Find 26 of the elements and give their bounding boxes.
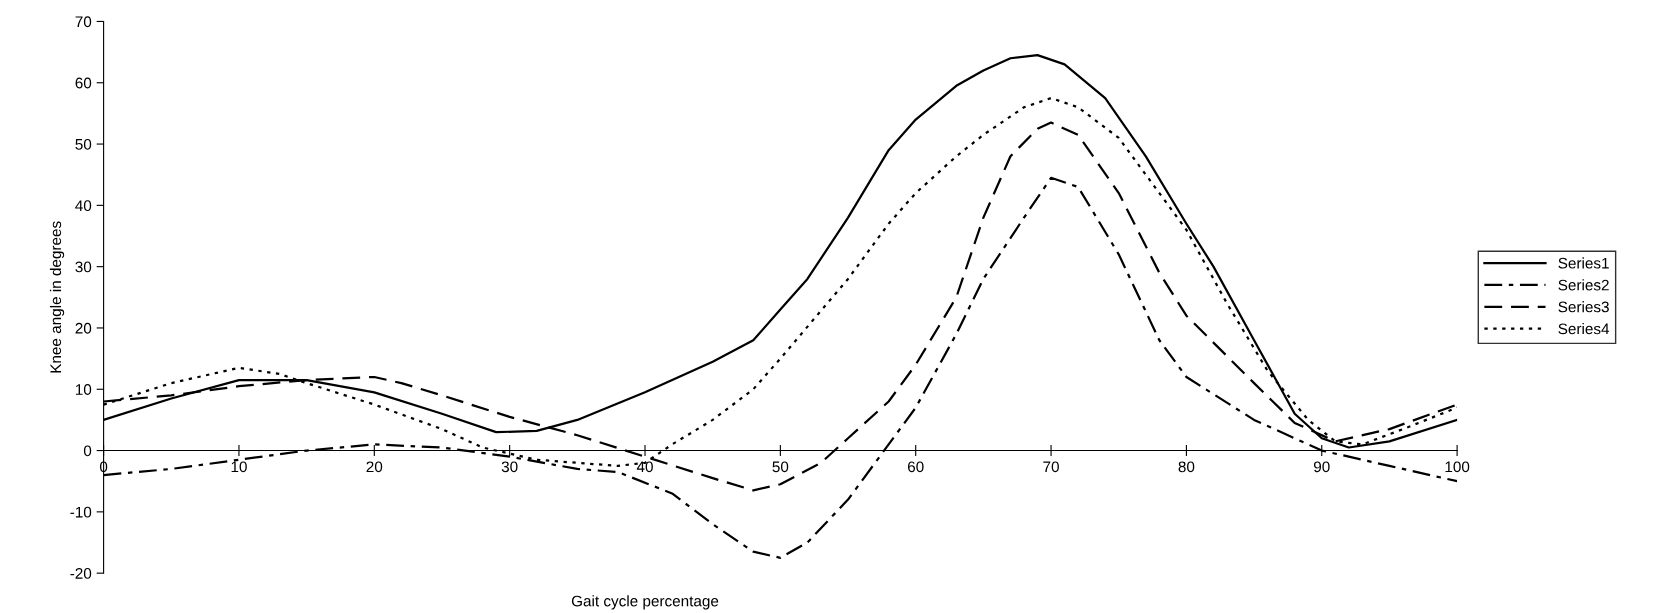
x-tick-label: 90	[1313, 461, 1330, 473]
legend-label: Series2	[1558, 279, 1609, 291]
x-tick-label: 80	[1178, 461, 1195, 473]
x-tick-label: 10	[231, 461, 247, 473]
legend-label: Series1	[1558, 257, 1609, 269]
x-tick-label: 70	[1043, 461, 1059, 473]
y-tick-label: 0	[83, 445, 92, 457]
x-tick-label: 40	[636, 461, 653, 473]
x-tick-label: 30	[501, 461, 518, 473]
y-tick-label: 50	[75, 138, 92, 150]
y-tick-label: 30	[75, 261, 92, 273]
x-axis-title: Gait cycle percentage	[571, 595, 719, 610]
x-tick-label: 50	[772, 461, 789, 473]
y-axis-title: Knee angle in degrees	[49, 221, 65, 373]
y-tick-label: 20	[75, 322, 92, 334]
legend-label: Series4	[1558, 323, 1610, 335]
y-tick-label: 70	[75, 16, 92, 28]
legend-label: Series3	[1558, 301, 1609, 313]
y-tick-label: -20	[70, 568, 92, 579]
y-tick-label: 40	[75, 200, 92, 212]
x-tick-label: 20	[366, 461, 383, 473]
y-tick-label: -10	[70, 506, 92, 518]
y-tick-label: 10	[75, 384, 92, 395]
x-tick-label: 60	[907, 461, 924, 473]
x-tick-label: 100	[1445, 461, 1470, 473]
y-tick-label: 60	[75, 77, 92, 89]
